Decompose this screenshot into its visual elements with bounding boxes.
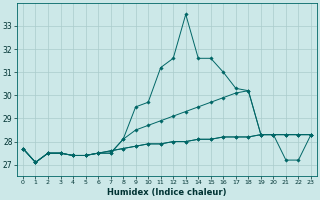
X-axis label: Humidex (Indice chaleur): Humidex (Indice chaleur) (107, 188, 227, 197)
